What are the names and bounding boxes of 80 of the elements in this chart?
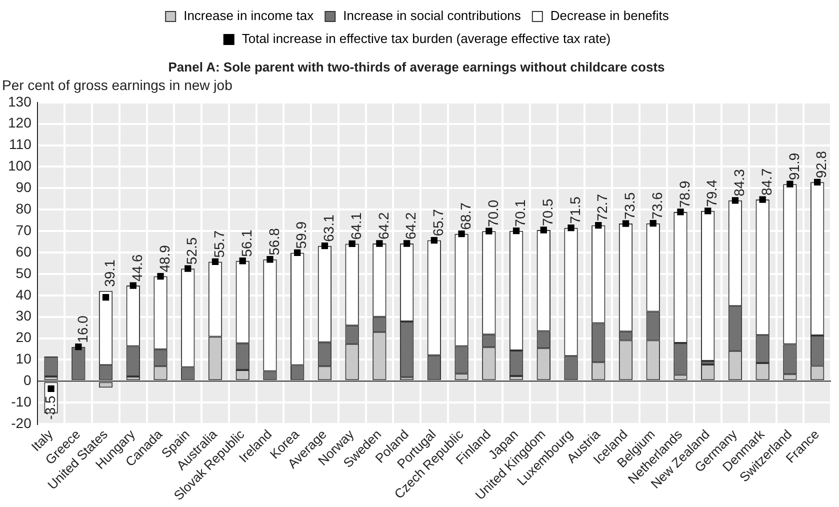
y-tick-label: 90 <box>16 179 32 196</box>
point <box>75 344 82 350</box>
y-tick-label: 80 <box>16 200 32 216</box>
point <box>48 385 54 392</box>
point <box>102 294 110 301</box>
data-label: -3.5 <box>42 395 58 420</box>
data-label: 84.7 <box>758 168 774 196</box>
y-tick-label: 30 <box>16 308 32 324</box>
data-label: 84.3 <box>731 168 748 196</box>
point <box>540 226 547 234</box>
y-tick-label: 50 <box>16 264 32 281</box>
y-tick-label: 100 <box>8 158 32 174</box>
point <box>814 178 821 186</box>
y-tick-label: 40 <box>16 286 32 302</box>
point <box>212 258 219 266</box>
data-label: 52.5 <box>184 237 200 265</box>
data-label: 70.0 <box>484 200 501 228</box>
point <box>266 256 274 263</box>
point <box>130 282 136 289</box>
point <box>512 228 520 234</box>
point <box>650 220 656 227</box>
point <box>157 272 164 280</box>
y-tick-label: 70 <box>16 222 32 238</box>
y-tick-label: 60 <box>16 243 32 260</box>
point <box>430 236 438 244</box>
y-tick-label: 130 <box>8 93 32 110</box>
point <box>486 228 492 234</box>
data-label: 44.6 <box>129 254 145 282</box>
point <box>239 258 246 264</box>
y-tick-label: 110 <box>9 136 32 152</box>
data-label: 73.6 <box>648 192 665 220</box>
data-label: 63.1 <box>320 214 337 242</box>
data-label: 55.7 <box>211 230 228 258</box>
data-label: 91.9 <box>786 152 802 180</box>
legend-label: Decrease in benefits <box>550 8 670 24</box>
data-label: 16.0 <box>74 315 90 343</box>
point <box>376 240 383 247</box>
point <box>732 197 739 204</box>
legend-label: Increase in social contributions <box>343 8 522 24</box>
point <box>458 230 465 238</box>
data-label: 71.5 <box>566 196 583 224</box>
y-tick-label: 120 <box>8 114 32 131</box>
data-label: 78.9 <box>676 180 692 208</box>
point <box>704 208 712 214</box>
point <box>321 242 328 250</box>
data-label: 59.9 <box>293 221 310 249</box>
data-label: 92.8 <box>813 150 830 178</box>
point <box>348 240 356 248</box>
chart-title: Panel A: Sole parent with two-thirds of average earnings without childcare costs <box>168 59 665 74</box>
y-axis-title: Per cent of gross earnings in new job <box>2 76 233 93</box>
y-tick-label: -10 <box>11 393 32 410</box>
data-label: 64.2 <box>402 212 419 240</box>
data-label: 65.7 <box>430 208 446 236</box>
data-label: 68.7 <box>457 202 474 230</box>
data-label: 48.9 <box>156 244 172 272</box>
data-label: 39.1 <box>102 259 118 287</box>
y-tick-label: 20 <box>16 329 32 346</box>
data-label: 73.5 <box>622 192 638 220</box>
data-label: 79.4 <box>704 179 720 207</box>
data-label: 70.5 <box>540 198 556 226</box>
point <box>294 249 301 256</box>
point <box>595 222 602 229</box>
data-label: 64.1 <box>348 212 364 240</box>
point <box>622 220 630 227</box>
point <box>677 208 684 216</box>
y-tick-label: 0 <box>24 372 32 388</box>
legend-label: Total increase in effective tax burden (average effective tax rate) <box>242 31 611 46</box>
legend-label: Increase in income tax <box>184 8 314 24</box>
data-label: 70.1 <box>512 199 528 227</box>
point <box>786 180 794 188</box>
data-label: 64.2 <box>375 212 392 240</box>
point <box>568 224 574 232</box>
point <box>403 240 410 247</box>
data-label: 56.1 <box>238 229 254 257</box>
data-label: 56.8 <box>266 228 282 256</box>
data-label: 72.7 <box>594 194 610 222</box>
y-tick-label: 10 <box>16 350 32 367</box>
point <box>184 265 192 272</box>
point <box>759 196 766 203</box>
y-tick-label: -20 <box>11 414 32 431</box>
